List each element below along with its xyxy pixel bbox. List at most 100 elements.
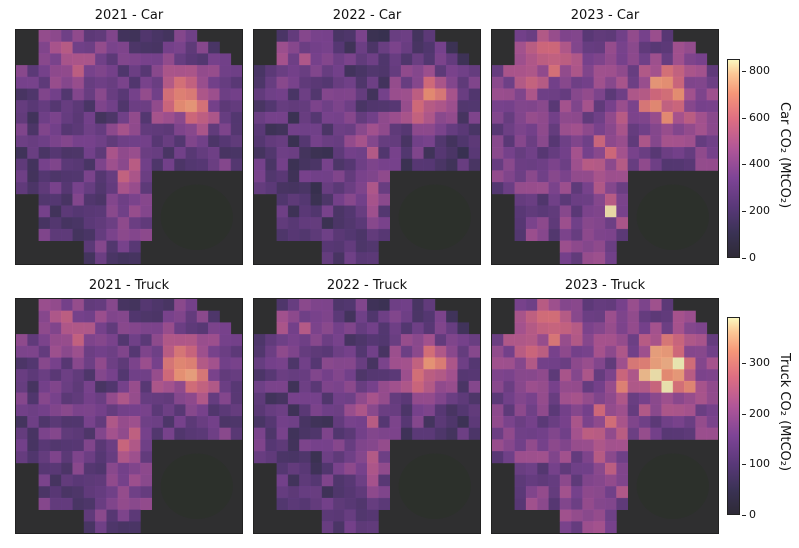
heatmap-cell xyxy=(537,427,549,440)
heatmap-cell xyxy=(684,357,696,370)
heatmap-cell xyxy=(378,334,390,347)
heatmap-cell xyxy=(185,30,198,43)
heatmap-cell xyxy=(514,135,527,148)
heatmap-cell xyxy=(27,170,39,183)
heatmap-cell xyxy=(548,182,561,195)
heatmap-cell xyxy=(310,53,323,66)
heatmap-cell xyxy=(367,509,379,522)
heatmap-cell xyxy=(140,345,152,358)
heatmap-cell xyxy=(333,357,345,370)
heatmap-cell xyxy=(492,369,504,382)
heatmap-cell xyxy=(400,100,413,113)
heatmap-cell xyxy=(129,182,141,195)
heatmap-cell xyxy=(446,427,458,440)
heatmap-cell xyxy=(344,41,357,54)
heatmap-cell xyxy=(27,334,39,347)
heatmap-cell xyxy=(537,65,549,78)
heatmap-cell xyxy=(72,380,85,393)
heatmap-cell xyxy=(140,65,152,78)
heatmap-cell xyxy=(423,65,436,78)
heatmap-cell xyxy=(593,416,606,429)
heatmap-cell xyxy=(367,240,379,253)
heatmap-cell xyxy=(468,404,480,417)
heatmap-cell xyxy=(83,170,96,183)
heatmap-cell xyxy=(254,158,266,171)
panel-title-2022-car: 2022 - Car xyxy=(332,8,402,23)
heatmap-cell xyxy=(355,100,368,113)
heatmap-cell xyxy=(355,392,368,405)
heatmap-cell xyxy=(344,88,357,101)
heatmap-cell xyxy=(208,100,220,113)
heatmap-cell xyxy=(627,76,640,89)
heatmap-cell xyxy=(684,65,696,78)
heatmap-cell xyxy=(468,76,480,89)
heatmap-cell xyxy=(514,65,527,78)
heatmap-cell xyxy=(503,392,515,405)
heatmap-cell xyxy=(548,334,561,347)
heatmap-cell xyxy=(106,158,119,171)
heatmap-cell xyxy=(129,392,141,405)
heatmap-cell xyxy=(38,299,51,312)
colorbar-tick-label: 200 xyxy=(742,204,770,218)
heatmap-cell xyxy=(174,88,186,101)
heatmap-cell xyxy=(378,369,390,382)
heatmap-cell xyxy=(129,345,141,358)
heatmap-cell xyxy=(378,497,390,510)
heatmap-cell xyxy=(616,123,628,136)
heatmap-cell xyxy=(661,158,674,171)
heatmap-cell xyxy=(525,65,538,78)
heatmap-cell xyxy=(16,369,28,382)
heatmap-cell xyxy=(367,521,379,533)
heatmap-cell xyxy=(72,170,85,183)
heatmap-cell xyxy=(593,123,606,136)
heatmap-cell xyxy=(616,439,628,452)
heatmap-cell xyxy=(638,123,651,136)
heatmap-cell xyxy=(593,462,606,475)
heatmap-cell xyxy=(16,158,28,171)
heatmap-cell xyxy=(389,334,402,347)
heatmap-cell xyxy=(185,380,198,393)
heatmap-cell xyxy=(582,392,595,405)
heatmap-cell xyxy=(638,111,651,124)
heatmap-cell xyxy=(162,299,175,312)
forest-area xyxy=(160,453,233,519)
colorbar-car-label: Car CO₂ (MtCO₂) xyxy=(777,102,792,209)
heatmap-cell xyxy=(321,205,334,218)
heatmap-cell xyxy=(49,392,62,405)
heatmap-cell xyxy=(151,135,164,148)
heatmap-cell xyxy=(616,100,628,113)
heatmap-cell xyxy=(412,334,424,347)
heatmap-cell xyxy=(559,30,572,43)
heatmap-cell xyxy=(333,392,345,405)
heatmap-cell xyxy=(38,123,51,136)
heatmap-cell xyxy=(49,41,62,54)
heatmap-cell xyxy=(106,310,119,323)
heatmap-cell xyxy=(672,158,685,171)
heatmap-cell xyxy=(378,170,390,183)
heatmap-cell xyxy=(605,357,617,370)
heatmap-cell xyxy=(367,100,379,113)
colorbar-tick-label: 800 xyxy=(742,63,770,77)
heatmap-cell xyxy=(196,392,209,405)
heatmap-cell xyxy=(514,439,527,452)
heatmap-cell xyxy=(537,345,549,358)
heatmap-cell xyxy=(355,299,368,312)
heatmap-cell xyxy=(49,439,62,452)
heatmap-cell xyxy=(299,111,311,124)
heatmap-cell xyxy=(627,416,640,429)
heatmap-cell xyxy=(333,299,345,312)
heatmap-cell xyxy=(129,252,141,264)
heatmap-cell xyxy=(106,240,119,253)
heatmap-cell xyxy=(310,147,323,160)
heatmap-cell xyxy=(321,100,334,113)
heatmap-cell xyxy=(559,76,572,89)
heatmap-cell xyxy=(446,135,458,148)
heatmap-cell xyxy=(129,88,141,101)
heatmap-cell xyxy=(559,170,572,183)
heatmap-cell xyxy=(299,158,311,171)
heatmap-cell xyxy=(650,416,662,429)
heatmap-cell xyxy=(129,170,141,183)
heatmap-cell xyxy=(208,334,220,347)
heatmap-cell xyxy=(299,100,311,113)
heatmap-cell xyxy=(38,217,51,230)
